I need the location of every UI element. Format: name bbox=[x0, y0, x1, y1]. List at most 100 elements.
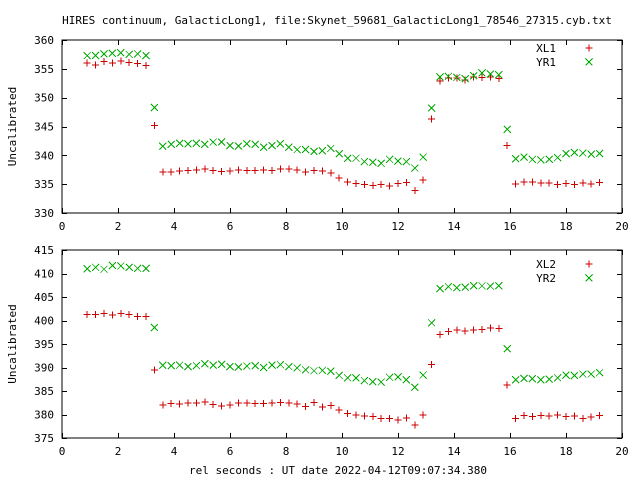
data-point bbox=[386, 182, 394, 190]
data-point bbox=[394, 180, 402, 188]
data-point bbox=[368, 158, 377, 167]
data-point bbox=[108, 49, 117, 58]
data-point bbox=[587, 150, 596, 159]
data-point bbox=[495, 75, 503, 83]
data-point bbox=[553, 153, 562, 162]
data-point bbox=[410, 164, 419, 172]
data-point bbox=[293, 145, 302, 154]
data-point bbox=[150, 323, 159, 332]
data-point bbox=[402, 157, 411, 166]
data-point bbox=[570, 181, 578, 189]
data-point bbox=[427, 104, 436, 112]
data-point bbox=[268, 399, 276, 407]
data-point bbox=[377, 414, 385, 422]
data-point bbox=[285, 399, 293, 407]
legend-label: YR2 bbox=[536, 272, 556, 285]
data-point bbox=[360, 181, 368, 189]
data-point bbox=[419, 176, 427, 184]
data-point bbox=[562, 149, 570, 158]
data-point bbox=[92, 310, 100, 318]
x-tick-label: 14 bbox=[447, 445, 461, 458]
legend-marker bbox=[585, 274, 593, 282]
data-point bbox=[242, 139, 251, 148]
data-point bbox=[528, 178, 536, 186]
legend-label: XL2 bbox=[536, 258, 556, 271]
data-point bbox=[226, 167, 234, 175]
data-point bbox=[159, 168, 167, 176]
data-point bbox=[327, 402, 335, 410]
data-point bbox=[243, 399, 251, 407]
data-point bbox=[284, 143, 293, 152]
data-point bbox=[554, 411, 562, 419]
data-point bbox=[83, 310, 91, 318]
y-tick-label: 390 bbox=[34, 362, 54, 375]
data-point bbox=[478, 69, 486, 77]
data-point bbox=[133, 264, 142, 273]
data-point bbox=[536, 375, 545, 384]
data-point bbox=[478, 325, 486, 333]
data-point bbox=[343, 154, 352, 163]
data-point bbox=[537, 411, 545, 419]
data-point bbox=[587, 413, 595, 421]
data-point bbox=[125, 50, 134, 59]
data-point bbox=[411, 187, 419, 195]
data-point bbox=[91, 263, 100, 272]
data-point bbox=[579, 414, 587, 422]
panel-bottom: 0 2 4 6 8 10 12 14 16 18 20 375 380 385 390 395 400 405 41… bbox=[6, 244, 629, 458]
data-point bbox=[578, 370, 587, 378]
data-point bbox=[201, 398, 209, 406]
data-point bbox=[83, 51, 92, 60]
data-point bbox=[142, 51, 150, 60]
data-point bbox=[326, 144, 335, 153]
data-point bbox=[167, 361, 176, 370]
data-point bbox=[150, 366, 158, 374]
data-point bbox=[503, 125, 512, 134]
data-point bbox=[461, 74, 470, 83]
data-point bbox=[511, 154, 520, 163]
data-point bbox=[108, 59, 116, 67]
data-point bbox=[570, 148, 579, 157]
data-point bbox=[596, 178, 604, 186]
data-point bbox=[100, 49, 108, 58]
legend-label: YR1 bbox=[536, 56, 556, 69]
data-point bbox=[537, 179, 545, 187]
data-point bbox=[335, 174, 343, 182]
data-point bbox=[142, 313, 150, 321]
data-point bbox=[402, 414, 410, 422]
data-point bbox=[495, 324, 503, 332]
data-point bbox=[352, 154, 360, 163]
data-point bbox=[251, 140, 260, 149]
data-point bbox=[293, 364, 302, 372]
data-point bbox=[268, 166, 276, 174]
x-tick-label: 2 bbox=[115, 220, 122, 233]
data-point bbox=[125, 58, 133, 66]
data-point bbox=[335, 406, 343, 414]
data-point bbox=[402, 178, 410, 186]
data-point bbox=[234, 399, 242, 407]
data-point bbox=[486, 282, 495, 291]
x-tick-label: 12 bbox=[391, 445, 404, 458]
data-point bbox=[167, 400, 175, 408]
y-tick-label: 380 bbox=[34, 409, 54, 422]
data-point bbox=[494, 281, 503, 290]
data-point bbox=[260, 400, 268, 408]
data-point bbox=[461, 283, 470, 291]
data-point bbox=[326, 367, 335, 376]
data-point bbox=[436, 331, 444, 339]
data-point bbox=[503, 142, 511, 150]
data-point bbox=[562, 180, 570, 188]
data-point bbox=[209, 361, 218, 370]
data-point bbox=[284, 362, 293, 371]
data-point bbox=[200, 140, 209, 149]
data-point bbox=[478, 281, 486, 290]
x-tick-label: 18 bbox=[559, 445, 572, 458]
data-point bbox=[116, 48, 125, 57]
data-point bbox=[142, 61, 150, 69]
data-point bbox=[520, 411, 528, 419]
data-point bbox=[234, 142, 243, 150]
data-point bbox=[158, 142, 167, 150]
data-point bbox=[545, 412, 553, 420]
data-point bbox=[318, 366, 327, 375]
x-tick-label: 2 bbox=[115, 445, 122, 458]
data-point bbox=[276, 398, 284, 406]
